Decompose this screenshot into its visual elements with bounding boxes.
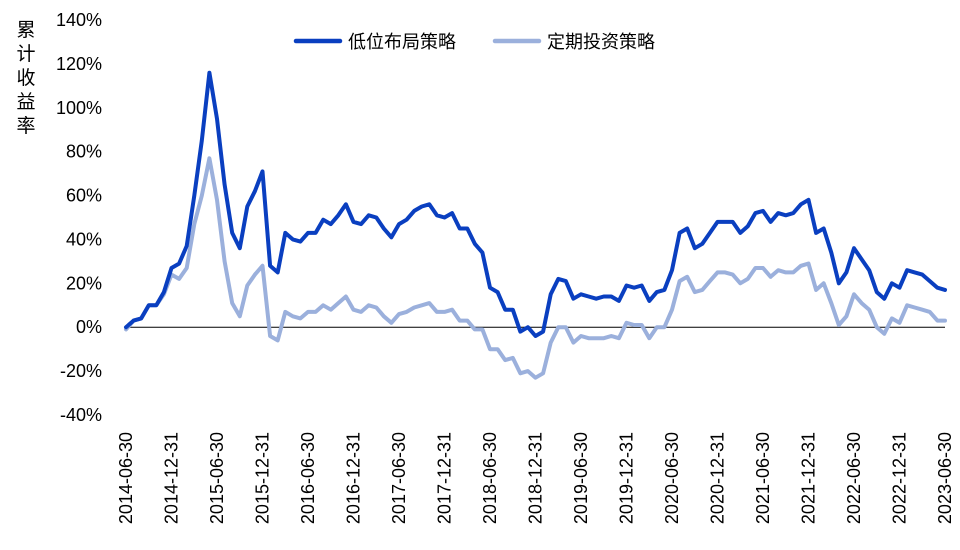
x-tick-label: 2014-12-31	[162, 432, 182, 524]
x-tick-label: 2015-06-30	[207, 432, 227, 524]
x-tick-label: 2014-06-30	[116, 432, 136, 524]
series-lines	[124, 70, 947, 380]
x-tick-label: 2020-12-31	[708, 432, 728, 524]
y-axis-label: 累计收益率	[16, 19, 35, 137]
x-axis-ticks: 2014-06-30 2014-12-31 2015-06-30 2015-12-31…	[116, 432, 955, 524]
y-tick-label: -40%	[60, 405, 102, 425]
x-tick-label: 2018-06-30	[480, 432, 500, 524]
x-tick-label: 2016-12-31	[344, 432, 364, 524]
y-tick-label: 80%	[66, 142, 102, 162]
series-line-1	[124, 156, 947, 380]
legend-label-0: 低位布局策略	[348, 32, 456, 53]
y-tick-label: 140%	[56, 10, 102, 30]
x-tick-label: 2022-06-30	[844, 432, 864, 524]
x-tick-label: 2019-12-31	[617, 432, 637, 524]
x-tick-label: 2017-06-30	[389, 432, 409, 524]
x-tick-label: 2021-12-31	[799, 432, 819, 524]
x-tick-label: 2017-12-31	[435, 432, 455, 524]
legend: 低位布局策略 定期投资策略	[293, 32, 655, 53]
y-axis-title: 累计收益率	[16, 19, 35, 137]
y-tick-label: 40%	[66, 229, 102, 249]
y-tick-label: -20%	[60, 361, 102, 381]
y-axis-ticks: 140% 120% 100% 80% 60% 40% 20% 0% -20% -40%	[56, 10, 102, 425]
x-tick-label: 2016-06-30	[298, 432, 318, 524]
series-line-0	[124, 70, 947, 338]
x-tick-label: 2021-06-30	[753, 432, 773, 524]
y-tick-label: 60%	[66, 186, 102, 206]
x-tick-label: 2019-06-30	[571, 432, 591, 524]
x-tick-label: 2023-06-30	[935, 432, 955, 524]
y-tick-label: 120%	[56, 54, 102, 74]
y-tick-label: 100%	[56, 98, 102, 118]
x-tick-label: 2015-12-31	[253, 432, 273, 524]
x-tick-label: 2020-06-30	[662, 432, 682, 524]
x-tick-label: 2018-12-31	[526, 432, 546, 524]
legend-label-1: 定期投资策略	[547, 32, 655, 53]
y-tick-label: 20%	[66, 273, 102, 293]
x-tick-label: 2022-12-31	[890, 432, 910, 524]
y-tick-label: 0%	[76, 317, 102, 337]
